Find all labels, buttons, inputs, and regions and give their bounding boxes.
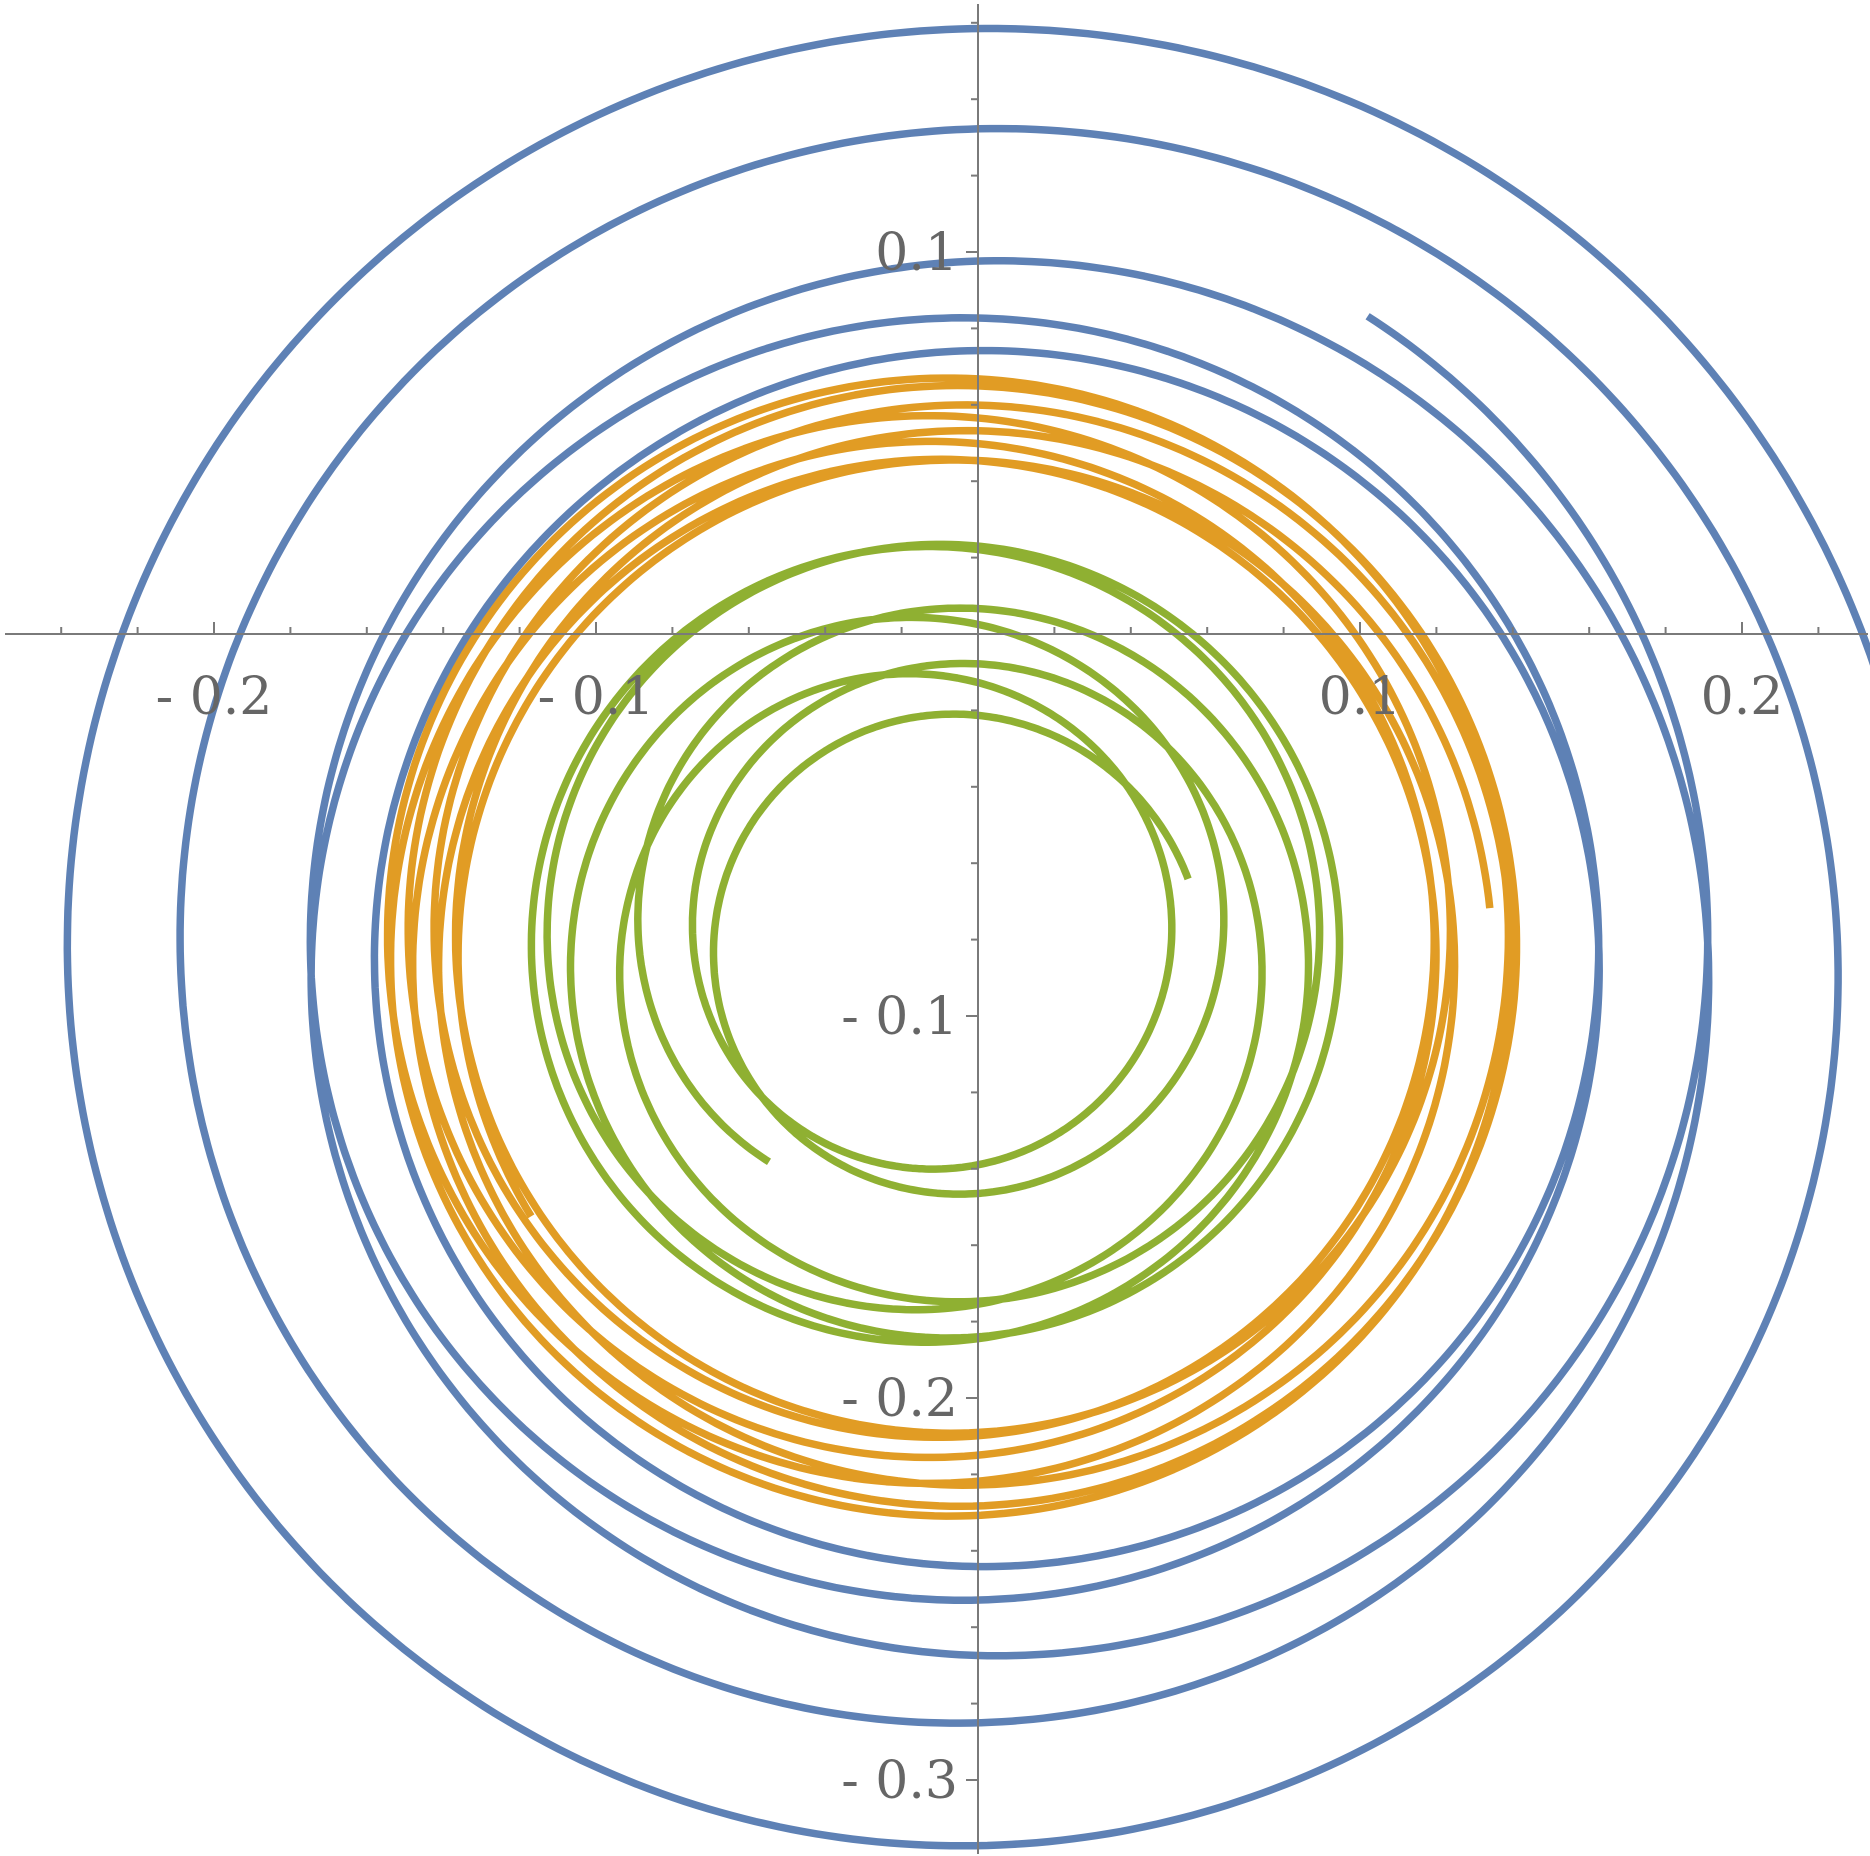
x-tick-label: - 0.2 [156, 667, 273, 727]
x-tick-label: - 0.1 [538, 667, 655, 727]
y-tick-label: - 0.3 [841, 1751, 958, 1811]
y-tick-label: - 0.1 [841, 987, 958, 1047]
x-tick-label: 0.2 [1701, 667, 1784, 727]
curves-layer [63, 24, 1870, 1850]
axes-layer [5, 4, 1868, 1854]
tick-labels-layer: - 0.2 - 0.1 0.1 0.2 0.1 - 0.1 - 0.2 - 0.3 [156, 223, 1784, 1811]
series-3-curve [527, 540, 1344, 1346]
ticks-layer [60, 21, 1820, 1781]
y-tick-label: 0.1 [875, 223, 958, 283]
series-1-curve [63, 24, 1870, 1850]
x-tick-label: 0.1 [1319, 667, 1402, 727]
series-2-curve [383, 374, 1521, 1520]
y-tick-label: - 0.2 [841, 1369, 958, 1429]
